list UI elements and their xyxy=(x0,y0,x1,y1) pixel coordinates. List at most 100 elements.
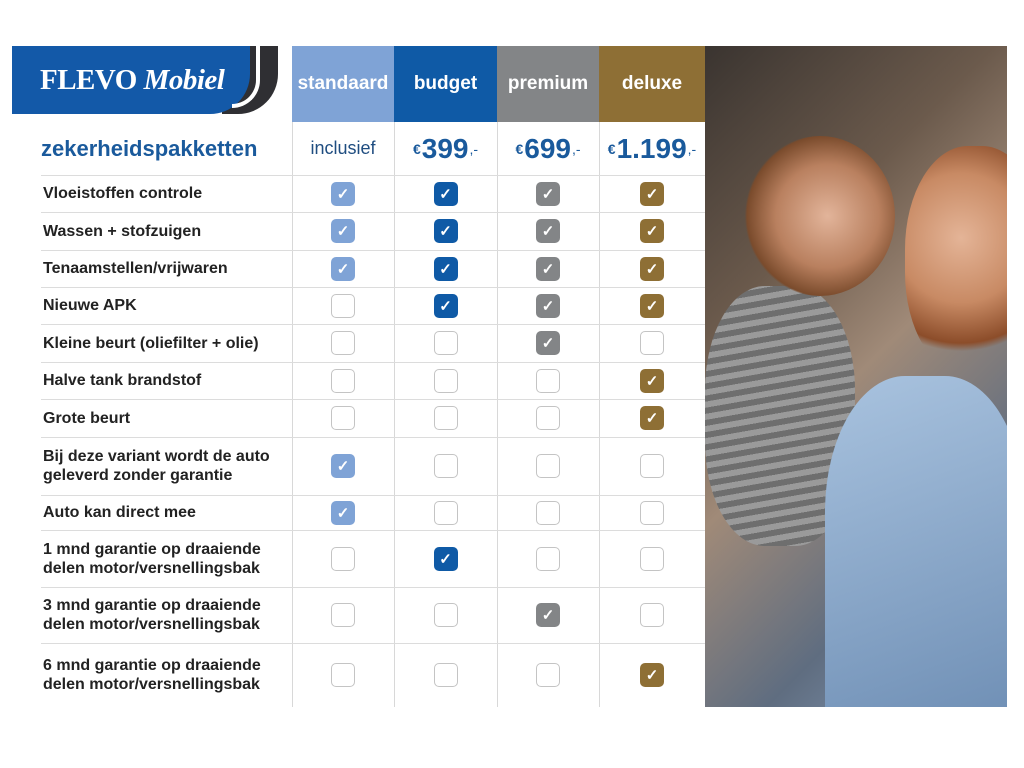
checkbox-checked: ✓ xyxy=(331,500,355,525)
checkbox-empty xyxy=(433,406,458,430)
price-value: 399 xyxy=(421,132,469,164)
checkbox-empty xyxy=(433,500,458,525)
checkbox-checked: ✓ xyxy=(640,256,664,281)
feature-label: Kleine beurt (oliefilter + olie) xyxy=(43,334,259,352)
column-divider xyxy=(394,46,497,707)
checkbox-empty xyxy=(536,454,560,478)
package-price-deluxe: €1.199 ,- xyxy=(599,122,705,175)
checkbox-empty xyxy=(331,406,355,430)
feature-label: Nieuwe APK xyxy=(43,297,137,314)
checkbox-empty xyxy=(536,546,560,571)
checkbox-checked: ✓ xyxy=(536,256,560,281)
checkbox-empty xyxy=(536,500,560,525)
checkmark-icon: ✓ xyxy=(645,667,659,684)
checkbox-checked: ✓ xyxy=(331,219,355,243)
checkmark-icon: ✓ xyxy=(439,223,452,240)
package-header-deluxe: deluxe xyxy=(599,46,705,122)
column-divider xyxy=(599,46,705,707)
checkbox-checked: ✓ xyxy=(640,293,664,318)
checkbox-checked: ✓ xyxy=(331,256,355,281)
checkbox-checked: ✓ xyxy=(640,219,664,243)
checkmark-icon: ✓ xyxy=(439,260,452,278)
checkbox-empty xyxy=(433,603,458,627)
package-header-premium: premium xyxy=(497,46,599,122)
feature-label: Tenaamstellen/vrijwaren xyxy=(43,260,228,277)
checkbox-empty xyxy=(640,603,664,627)
checkbox-checked: ✓ xyxy=(536,219,560,243)
checkbox-checked: ✓ xyxy=(536,331,560,355)
checkbox-empty xyxy=(433,368,458,393)
checkbox-empty xyxy=(433,331,458,355)
row-divider xyxy=(41,212,705,213)
row-divider xyxy=(41,324,705,325)
checkbox-checked: ✓ xyxy=(331,454,355,478)
feature-label: Bij deze variant wordt de auto geleverd … xyxy=(43,448,270,484)
couple-in-car-photo xyxy=(705,46,1007,707)
checkmark-icon: ✓ xyxy=(541,260,555,278)
row-divider xyxy=(41,250,705,251)
row-divider xyxy=(41,495,705,496)
row-divider xyxy=(41,643,705,644)
feature-label: 6 mnd garantie op draaiende delen motor/… xyxy=(43,657,261,693)
currency-symbol: € xyxy=(515,140,524,157)
price-suffix: ,- xyxy=(687,140,697,157)
brand-logo: FLEVO Mobiel xyxy=(12,46,278,114)
checkbox-empty xyxy=(536,406,560,430)
feature-label: Auto kan direct mee xyxy=(43,504,196,521)
checkbox-empty xyxy=(433,454,458,478)
checkmark-icon: ✓ xyxy=(645,185,659,203)
checkbox-empty xyxy=(331,293,355,318)
checkmark-icon: ✓ xyxy=(541,185,555,203)
currency-symbol: € xyxy=(607,140,616,157)
checkmark-icon: ✓ xyxy=(541,297,555,315)
package-header-budget: budget xyxy=(394,46,497,122)
checkmark-icon: ✓ xyxy=(541,607,555,624)
feature-label: Grote beurt xyxy=(43,409,131,427)
checkbox-empty xyxy=(331,368,355,393)
checkbox-checked: ✓ xyxy=(433,256,458,281)
feature-label: Vloeistoffen controle xyxy=(43,185,203,202)
package-price-standaard: inclusief xyxy=(310,138,376,158)
checkbox-checked: ✓ xyxy=(640,181,664,206)
checkmark-icon: ✓ xyxy=(439,297,452,315)
checkmark-icon: ✓ xyxy=(439,550,452,568)
checkmark-icon: ✓ xyxy=(541,335,555,352)
price-value: 699 xyxy=(524,132,571,164)
feature-label: Halve tank brandstof xyxy=(43,372,202,389)
checkbox-empty xyxy=(331,603,355,627)
price-suffix: ,- xyxy=(571,140,581,157)
checkbox-checked: ✓ xyxy=(433,219,458,243)
checkmark-icon: ✓ xyxy=(336,223,350,240)
checkbox-checked: ✓ xyxy=(433,546,458,571)
checkbox-checked: ✓ xyxy=(640,368,664,393)
checkbox-checked: ✓ xyxy=(433,181,458,206)
row-divider xyxy=(41,362,705,363)
checkbox-checked: ✓ xyxy=(536,603,560,627)
checkbox-empty xyxy=(536,663,560,687)
feature-label: 1 mnd garantie op draaiende delen motor/… xyxy=(43,540,261,577)
checkbox-checked: ✓ xyxy=(640,663,664,687)
checkbox-empty xyxy=(433,663,458,687)
logo-text-italic: Mobiel xyxy=(143,64,225,96)
column-divider xyxy=(292,46,394,707)
logo-text: FLEVO xyxy=(40,64,137,96)
checkmark-icon: ✓ xyxy=(336,504,350,522)
checkmark-icon: ✓ xyxy=(336,260,350,278)
feature-label: Wassen + stofzuigen xyxy=(43,222,202,240)
checkbox-checked: ✓ xyxy=(536,293,560,318)
checkmark-icon: ✓ xyxy=(336,185,350,203)
row-divider xyxy=(41,287,705,288)
checkmark-icon: ✓ xyxy=(645,260,659,278)
package-price-premium: €699 ,- xyxy=(497,122,599,175)
checkmark-icon: ✓ xyxy=(645,372,659,390)
price-suffix: ,- xyxy=(469,140,479,157)
checkbox-checked: ✓ xyxy=(331,181,355,206)
checkbox-empty xyxy=(331,546,355,571)
package-header-standaard: standaard xyxy=(292,46,394,122)
checkbox-checked: ✓ xyxy=(536,181,560,206)
row-divider xyxy=(41,175,705,176)
checkbox-checked: ✓ xyxy=(640,406,664,430)
page-title: zekerheidspakketten xyxy=(41,135,258,161)
package-price-budget: €399 ,- xyxy=(394,122,497,175)
checkbox-empty xyxy=(640,454,664,478)
